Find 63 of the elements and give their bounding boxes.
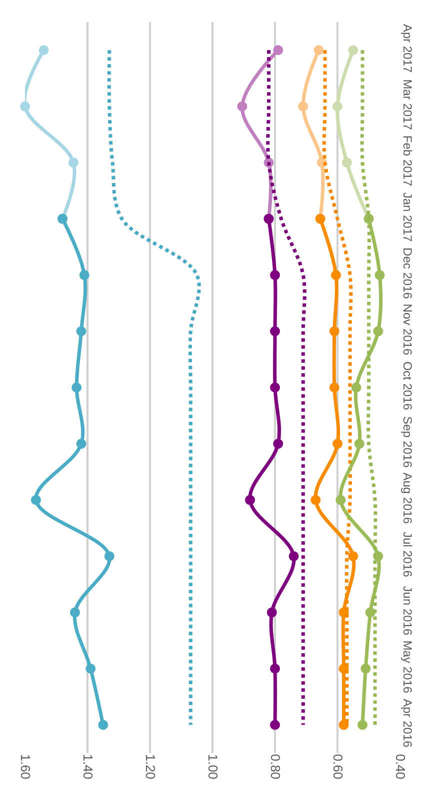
point: [270, 326, 280, 336]
point: [30, 494, 41, 505]
x-tick-label: 1.00: [205, 754, 220, 780]
point: [332, 101, 342, 112]
y-tick-label: Aug 2016: [400, 472, 414, 524]
point: [360, 664, 371, 674]
point: [266, 607, 277, 618]
point: [270, 382, 280, 392]
x-tick-label: 1.20: [142, 754, 158, 780]
y-tick-label: Oct 2016: [400, 361, 414, 410]
point: [86, 664, 96, 674]
point: [329, 326, 340, 336]
point: [76, 326, 86, 336]
point: [330, 270, 341, 280]
point: [270, 664, 280, 674]
y-tick-label: Jul 2016: [400, 532, 414, 578]
point: [358, 720, 368, 730]
point: [273, 438, 284, 449]
y-tick-label: Nov 2016: [400, 304, 414, 356]
point: [365, 607, 376, 618]
y-tick-label: Apr 2016: [400, 698, 414, 748]
point: [288, 551, 299, 562]
y-tick-label: Apr 2017: [400, 24, 414, 73]
point: [373, 326, 384, 336]
point: [76, 438, 86, 449]
point: [374, 270, 385, 280]
x-tick-label: 0.80: [268, 754, 283, 780]
y-tick-label: Sep 2016: [400, 416, 414, 468]
y-tick-label: Jun 2016: [400, 586, 414, 636]
point: [338, 720, 349, 730]
x-tick-label: 1.60: [18, 754, 33, 780]
point: [310, 494, 321, 505]
y-tick-label: Mar 2017: [400, 79, 414, 130]
point: [273, 45, 284, 56]
point: [237, 101, 248, 112]
point: [336, 494, 346, 505]
point: [329, 382, 340, 392]
point: [245, 494, 255, 505]
x-tick-label: 1.40: [80, 754, 96, 780]
y-tick-label: May 2016: [400, 640, 414, 694]
point: [98, 720, 108, 730]
point: [38, 45, 49, 56]
point: [348, 45, 358, 56]
point: [70, 607, 80, 618]
point: [351, 382, 362, 392]
point: [72, 382, 82, 392]
y-tick-label: Feb 2017: [400, 135, 414, 186]
point: [348, 551, 358, 562]
point: [270, 720, 280, 730]
point: [79, 270, 90, 280]
point: [342, 158, 352, 168]
x-tick-label: 0.40: [392, 754, 408, 780]
point: [20, 101, 30, 112]
point: [104, 551, 114, 562]
y-tick-label: Dec 2016: [400, 248, 414, 300]
y-tick-label: Jan 2017: [400, 192, 414, 242]
point: [298, 101, 308, 112]
point: [354, 438, 364, 449]
point: [314, 45, 324, 56]
x-tick-label: 0.60: [330, 754, 346, 780]
point: [332, 438, 342, 449]
point: [68, 158, 78, 168]
point: [270, 270, 280, 280]
